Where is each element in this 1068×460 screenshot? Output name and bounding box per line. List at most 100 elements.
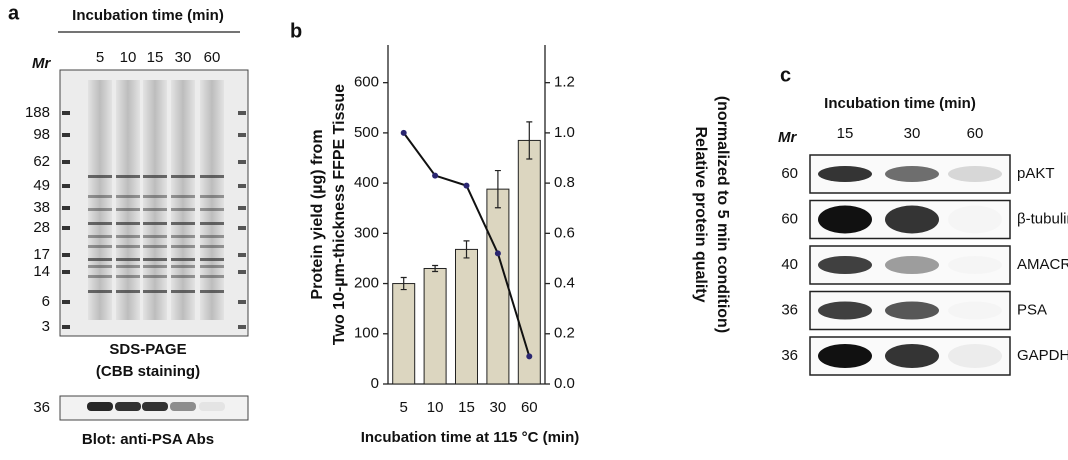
line-marker [432, 172, 439, 179]
gel-band [88, 290, 112, 293]
gel-band [143, 258, 167, 261]
ladder-band [238, 300, 246, 304]
blot-band [948, 256, 1002, 274]
ladder-band [238, 111, 246, 115]
lane-smear [88, 80, 112, 320]
header: Incubation time (min) [824, 95, 976, 112]
gel-band [171, 290, 195, 293]
gel-band [171, 258, 195, 261]
marker-label: 38 [33, 199, 50, 216]
blot-band [818, 205, 872, 234]
gel-band [88, 175, 112, 178]
blot-caption: Blot: anti-PSA Abs [82, 431, 214, 448]
blot-band [948, 206, 1002, 234]
line-marker [494, 250, 501, 257]
gel-bands [88, 80, 224, 320]
panel-letter: b [290, 20, 302, 42]
ladder-band [62, 325, 70, 329]
lane-label: 60 [967, 125, 984, 142]
gel-band [171, 265, 195, 268]
blot-band [948, 302, 1002, 320]
gel-band [116, 222, 140, 225]
row-name: AMACR [1017, 256, 1068, 273]
gel-band [116, 208, 140, 211]
y2-tick-label: 0.0 [554, 375, 575, 392]
ladder-band [62, 300, 70, 304]
bar [392, 283, 416, 385]
gel-band [116, 265, 140, 268]
y2-tick-label: 0.8 [554, 174, 575, 191]
gel-band [143, 222, 167, 225]
gel-band [200, 245, 224, 248]
gel-band [116, 275, 140, 278]
ladder-band [62, 111, 70, 115]
gel-band [200, 265, 224, 268]
ladder-band [238, 325, 246, 329]
error-bar [526, 121, 533, 160]
line-marker [400, 129, 407, 136]
x-axis-title: Incubation time at 115 °C (min) [361, 429, 580, 446]
gel-band [171, 195, 195, 198]
marker-label: 62 [33, 153, 50, 170]
x-tick-label: 30 [490, 399, 507, 416]
ladder-band [62, 184, 70, 188]
bar [486, 188, 510, 385]
lane-label: 10 [120, 49, 137, 66]
bar [455, 248, 478, 385]
gel-band [116, 175, 140, 178]
y-axis-title: Protein yield (µg) from [309, 129, 326, 299]
row-name: GAPDH [1017, 347, 1068, 364]
ladder-band [238, 226, 246, 230]
blot-band [142, 402, 168, 411]
lane-smear [200, 80, 224, 320]
blot-band [818, 166, 872, 182]
gel-band [171, 245, 195, 248]
marker-label: 98 [33, 126, 50, 143]
gel-band [200, 290, 224, 293]
ladder-band [62, 270, 70, 274]
gel-band [116, 290, 140, 293]
lane-smear [143, 80, 167, 320]
ladder-band [62, 133, 70, 137]
blot-band [87, 402, 113, 411]
lane-smear [116, 80, 140, 320]
lane-label: 30 [175, 49, 192, 66]
gel-band [200, 235, 224, 238]
gel-band [143, 245, 167, 248]
row-name: PSA [1017, 301, 1047, 318]
blot-band [885, 256, 939, 274]
gel-band [143, 275, 167, 278]
ladder-band [238, 270, 246, 274]
marker-label: 28 [33, 219, 50, 236]
gel-band [88, 275, 112, 278]
blot-marker: 36 [33, 399, 50, 416]
gel-band [171, 222, 195, 225]
blot-band [818, 301, 872, 320]
marker-label: 3 [42, 318, 50, 335]
mr-label: Mr [32, 55, 51, 72]
ladder-band [238, 160, 246, 164]
y2-tick-label: 1.0 [554, 124, 575, 141]
blot-band [885, 166, 939, 182]
y-tick-label: 200 [354, 275, 379, 292]
y2-tick-label: 0.2 [554, 325, 575, 342]
x-tick-label: 15 [458, 399, 475, 416]
ladder-band [62, 253, 70, 257]
marker-label: 49 [33, 177, 50, 194]
gel-band [143, 175, 167, 178]
row-marker: 36 [781, 347, 798, 364]
y2-axis-title: Relative protein quality [692, 126, 709, 302]
error-bar [463, 240, 470, 259]
lane-label: 5 [96, 49, 104, 66]
caption: SDS-PAGE [109, 341, 186, 358]
lane-smear [171, 80, 195, 320]
y2-tick-label: 0.6 [554, 224, 575, 241]
header: Incubation time (min) [72, 7, 224, 24]
ladder-band [238, 184, 246, 188]
gel-band [171, 208, 195, 211]
ladder-band [238, 133, 246, 137]
y-tick-label: 600 [354, 74, 379, 91]
gel-band [143, 208, 167, 211]
row-name: pAKT [1017, 165, 1055, 182]
gel-band [171, 175, 195, 178]
